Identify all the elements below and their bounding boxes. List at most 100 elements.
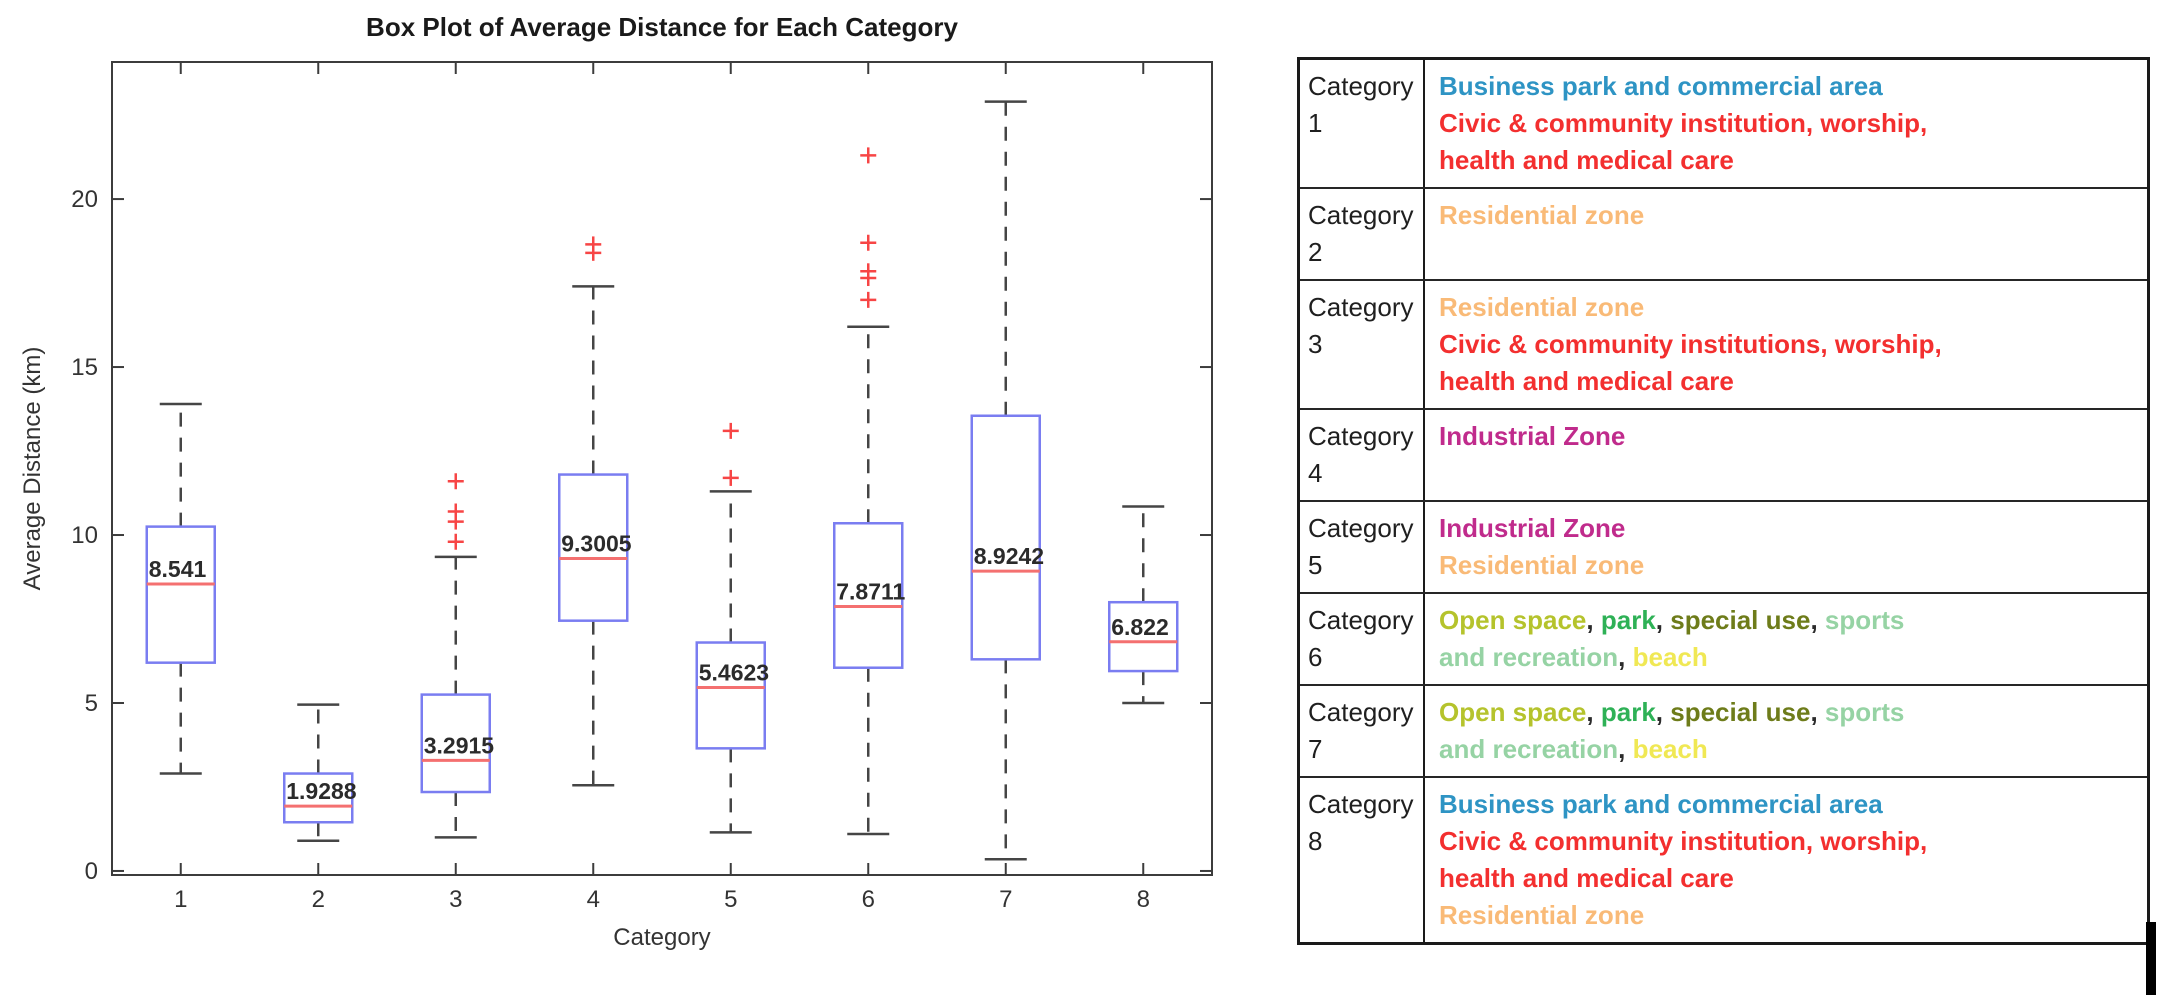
legend-text-segment: , xyxy=(1586,697,1601,727)
legend-description-8: Business park and commercial area Civic &… xyxy=(1425,778,2147,942)
legend-text-segment: health and medical care xyxy=(1439,863,1734,893)
legend-text-segment: Business park and commercial area xyxy=(1439,71,1883,101)
legend-text-segment: park xyxy=(1600,605,1656,635)
legend-text-segment: health and medical care xyxy=(1439,145,1734,175)
legend-text-segment: beach xyxy=(1632,642,1708,672)
legend-text-segment: beach xyxy=(1632,734,1708,764)
median-value-label-cat8: 6.822 xyxy=(1111,614,1169,640)
legend-text-segment: Residential zone xyxy=(1439,200,1645,230)
legend-text-segment: Civic & community institutions, worship, xyxy=(1439,329,1942,359)
legend-text-segment: , xyxy=(1810,697,1825,727)
legend-text-segment: Open space xyxy=(1439,605,1587,635)
box-cat6 xyxy=(833,522,904,669)
legend-text-segment: Residential zone xyxy=(1439,292,1645,322)
category-legend-table: Category 1 Business park and commercial a… xyxy=(1297,57,2150,945)
legend-text-segment: Residential zone xyxy=(1439,900,1645,930)
legend-text-segment: Business park and commercial area xyxy=(1439,789,1883,819)
legend-text-line: Civic & community institutions, worship, xyxy=(1439,326,2137,363)
legend-text-segment: and recreation xyxy=(1439,734,1619,764)
legend-row-4: Category 4 Industrial Zone xyxy=(1300,410,2147,502)
legend-row-5: Category 5 Industrial Zone Residential zon… xyxy=(1300,502,2147,594)
legend-category-label-4: Category 4 xyxy=(1300,410,1425,500)
legend-text-segment: Civic & community institution, worship, xyxy=(1439,826,1928,856)
legend-row-3: Category 3 Residential zone Civic & commun… xyxy=(1300,281,2147,410)
y-axis-label: Average Distance (km) xyxy=(19,347,46,591)
legend-text-segment: , xyxy=(1618,734,1633,764)
legend-text-segment: park xyxy=(1600,697,1656,727)
legend-text-segment: Industrial Zone xyxy=(1439,421,1626,451)
legend-text-line: health and medical care xyxy=(1439,142,2137,179)
chart-title: Box Plot of Average Distance for Each Ca… xyxy=(366,12,958,42)
x-tick-label: 5 xyxy=(724,886,737,913)
legend-text-segment: special use xyxy=(1670,697,1811,727)
legend-description-3: Residential zone Civic & community instit… xyxy=(1425,281,2147,408)
legend-row-7: Category 7 Open space, park, special use,… xyxy=(1300,686,2147,778)
legend-text-segment: , xyxy=(1655,697,1671,727)
y-tick-label: 5 xyxy=(85,690,98,717)
legend-description-4: Industrial Zone xyxy=(1425,410,2147,500)
legend-category-label-1: Category 1 xyxy=(1300,60,1425,187)
legend-text-segment: Residential zone xyxy=(1439,550,1645,580)
median-value-label-cat5: 5.4623 xyxy=(699,659,769,685)
x-tick-label: 4 xyxy=(587,886,600,913)
legend-text-segment: special use xyxy=(1670,605,1811,635)
box-cat7 xyxy=(970,414,1041,661)
legend-text-line: Residential zone xyxy=(1439,289,2137,326)
x-tick-label: 1 xyxy=(174,886,187,913)
boxplot-svg: 0 5 10 15 20 1 2 3 4 5 6 7 8 Box Plot of Average Dist… xyxy=(19,12,1213,951)
box-cat1 xyxy=(145,525,216,664)
legend-row-2: Category 2 Residential zone xyxy=(1300,189,2147,281)
legend-text-line: Industrial Zone xyxy=(1439,418,2137,455)
legend-description-6: Open space, park, special use, sports and… xyxy=(1425,594,2147,684)
text-cursor xyxy=(2146,922,2156,995)
x-tick-label: 6 xyxy=(862,886,875,913)
legend-text-line: Open space, park, special use, sports xyxy=(1439,694,2137,731)
legend-text-line: Civic & community institution, worship, xyxy=(1439,105,2137,142)
legend-description-5: Industrial Zone Residential zone xyxy=(1425,502,2147,592)
legend-text-segment: sports xyxy=(1824,697,1905,727)
legend-text-line: Business park and commercial area xyxy=(1439,786,2137,823)
box-cat8 xyxy=(1108,600,1179,673)
legend-text-line: Residential zone xyxy=(1439,197,2137,234)
legend-text-line: and recreation, beach xyxy=(1439,731,2137,768)
box-cat4 xyxy=(558,473,629,622)
legend-text-segment: Industrial Zone xyxy=(1439,513,1626,543)
legend-text-segment: , xyxy=(1810,605,1825,635)
legend-text-line: Open space, park, special use, sports xyxy=(1439,602,2137,639)
legend-category-label-8: Category 8 xyxy=(1300,778,1425,942)
legend-text-line: and recreation, beach xyxy=(1439,639,2137,676)
legend-category-label-2: Category 2 xyxy=(1300,189,1425,279)
box-cat3 xyxy=(420,693,491,794)
legend-text-line: Residential zone xyxy=(1439,897,2137,934)
legend-text-segment: , xyxy=(1655,605,1671,635)
legend-text-line: health and medical care xyxy=(1439,860,2137,897)
box-cat2 xyxy=(283,772,354,824)
legend-category-label-7: Category 7 xyxy=(1300,686,1425,776)
legend-description-7: Open space, park, special use, sports and… xyxy=(1425,686,2147,776)
median-value-label-cat6: 7.8711 xyxy=(836,579,905,605)
median-value-label-cat1: 8.541 xyxy=(149,556,207,582)
x-tick-label: 3 xyxy=(449,886,462,913)
legend-text-segment: , xyxy=(1586,605,1601,635)
y-tick-label: 0 xyxy=(85,858,98,885)
legend-row-8: Category 8 Business park and commercial a… xyxy=(1300,778,2147,942)
legend-text-line: Industrial Zone xyxy=(1439,510,2137,547)
legend-text-line: Business park and commercial area xyxy=(1439,68,2137,105)
legend-text-segment: Civic & community institution, worship, xyxy=(1439,108,1928,138)
x-tick-label: 2 xyxy=(312,886,325,913)
legend-row-6: Category 6 Open space, park, special use,… xyxy=(1300,594,2147,686)
legend-description-2: Residential zone xyxy=(1425,189,2147,279)
legend-text-line: health and medical care xyxy=(1439,363,2137,400)
legend-text-segment: Open space xyxy=(1439,697,1587,727)
legend-text-line: Civic & community institution, worship, xyxy=(1439,823,2137,860)
x-axis-label: Category xyxy=(613,924,710,951)
y-tick-label: 15 xyxy=(71,354,98,381)
legend-text-line: Residential zone xyxy=(1439,547,2137,584)
legend-category-label-6: Category 6 xyxy=(1300,594,1425,684)
legend-category-label-3: Category 3 xyxy=(1300,281,1425,408)
y-tick-label: 20 xyxy=(71,186,98,213)
legend-text-segment: and recreation xyxy=(1439,642,1619,672)
median-value-label-cat7: 8.9242 xyxy=(974,543,1044,569)
legend-row-1: Category 1 Business park and commercial a… xyxy=(1300,60,2147,189)
